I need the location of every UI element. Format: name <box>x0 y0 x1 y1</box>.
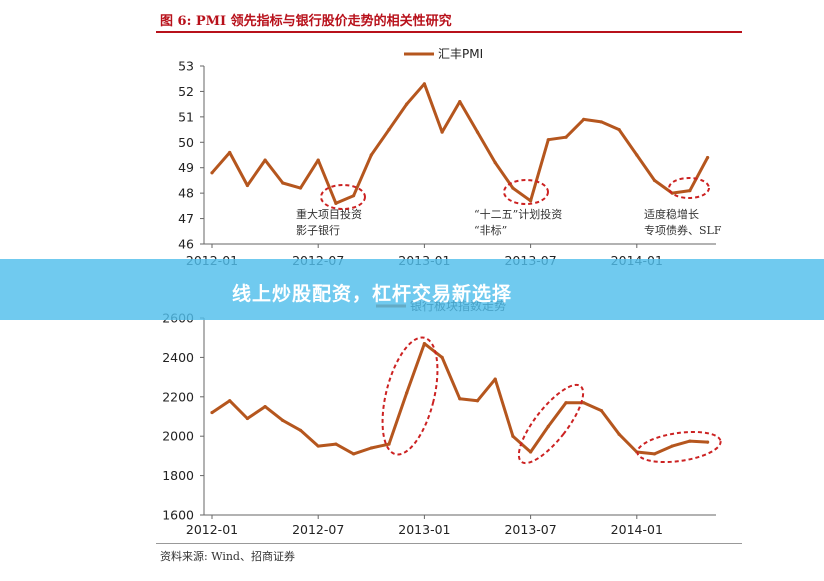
annotation-text: 影子银行 <box>296 223 340 237</box>
highlight-ellipse <box>320 184 366 210</box>
data-point <box>263 405 267 409</box>
data-point <box>511 434 515 438</box>
y-tick-label: 51 <box>178 109 194 124</box>
data-point <box>529 450 533 454</box>
y-tick-label: 50 <box>178 135 194 150</box>
data-point <box>440 355 444 359</box>
y-tick-label: 49 <box>178 160 194 175</box>
data-point <box>369 153 373 157</box>
data-point <box>617 432 621 436</box>
data-point <box>387 442 391 446</box>
data-point <box>670 444 674 448</box>
figure-title: 图 6: PMI 领先指标与银行股价走势的相关性研究 <box>160 14 452 29</box>
x-tick-label: 2014-01 <box>611 522 663 537</box>
y-tick-label: 47 <box>178 211 194 226</box>
highlight-ellipse <box>517 383 585 465</box>
legend-label: 汇丰PMI <box>438 47 483 61</box>
data-point <box>210 171 214 175</box>
data-point <box>546 138 550 142</box>
data-point <box>334 442 338 446</box>
title-divider <box>156 31 742 33</box>
data-point <box>529 199 533 203</box>
data-point <box>316 158 320 162</box>
data-point <box>475 399 480 403</box>
data-point <box>422 82 426 86</box>
y-tick-label: 2200 <box>162 389 194 404</box>
x-tick-label: 2013-07 <box>504 522 556 537</box>
x-tick-label: 2012-07 <box>292 522 344 537</box>
data-point <box>688 439 692 443</box>
annotation-text: 重大项目投资 <box>296 207 362 221</box>
data-point <box>546 424 550 428</box>
data-point <box>599 408 604 413</box>
data-point <box>405 102 409 106</box>
y-tick-label: 1800 <box>162 468 194 483</box>
promo-banner-text: 线上炒股配资，杠杆交易新选择 <box>232 283 513 305</box>
annotation-text: “非标” <box>474 223 507 237</box>
data-point <box>281 181 285 185</box>
y-tick-label: 46 <box>178 237 194 252</box>
data-point <box>652 452 657 456</box>
figure-source: 资料来源: Wind、招商证券 <box>160 550 295 563</box>
data-point <box>458 397 462 401</box>
data-point <box>316 444 320 448</box>
data-point <box>582 117 586 121</box>
data-point <box>228 150 232 155</box>
data-point <box>493 161 497 165</box>
y-tick-label: 52 <box>178 84 194 99</box>
highlight-ellipse <box>503 179 549 205</box>
data-point <box>440 130 444 134</box>
y-tick-label: 2000 <box>162 429 194 444</box>
data-point <box>422 342 426 346</box>
data-point <box>564 135 568 139</box>
data-point <box>263 158 267 162</box>
data-point <box>228 399 232 403</box>
data-point <box>298 428 303 432</box>
data-point <box>617 127 621 132</box>
data-point <box>334 201 338 205</box>
data-point <box>599 120 604 124</box>
data-point <box>564 401 568 405</box>
y-tick-label: 2400 <box>162 350 194 365</box>
data-point <box>405 391 409 395</box>
data-point <box>281 418 285 423</box>
promo-banner[interactable]: 线上炒股配资，杠杆交易新选择 <box>0 259 824 320</box>
data-point <box>706 155 710 160</box>
x-tick-label: 2012-01 <box>186 522 238 537</box>
data-point <box>387 127 391 132</box>
data-point <box>352 194 356 198</box>
data-point <box>245 416 249 421</box>
highlight-ellipse <box>668 177 710 199</box>
annotation-text: “十二五”计划投资 <box>474 207 562 221</box>
data-point <box>352 452 356 456</box>
data-point <box>493 377 497 381</box>
data-point <box>369 446 373 450</box>
annotation-text: 专项债券、SLF <box>644 223 722 237</box>
data-point <box>210 410 214 415</box>
highlight-ellipse <box>636 430 722 464</box>
y-tick-label: 48 <box>178 186 194 201</box>
annotation-text: 适度稳增长 <box>644 207 699 221</box>
data-point <box>688 189 692 193</box>
data-point <box>245 183 249 188</box>
data-point <box>458 100 462 104</box>
source-divider <box>156 543 742 544</box>
y-tick-label: 53 <box>178 59 194 74</box>
data-point <box>582 401 586 405</box>
data-point <box>635 153 639 157</box>
data-point <box>652 178 657 183</box>
data-point <box>511 186 515 190</box>
x-tick-label: 2013-01 <box>398 522 450 537</box>
data-point <box>475 130 480 134</box>
highlight-ellipse <box>381 336 439 456</box>
y-tick-label: 1600 <box>162 508 194 523</box>
data-point <box>298 186 303 190</box>
data-point <box>706 440 710 444</box>
